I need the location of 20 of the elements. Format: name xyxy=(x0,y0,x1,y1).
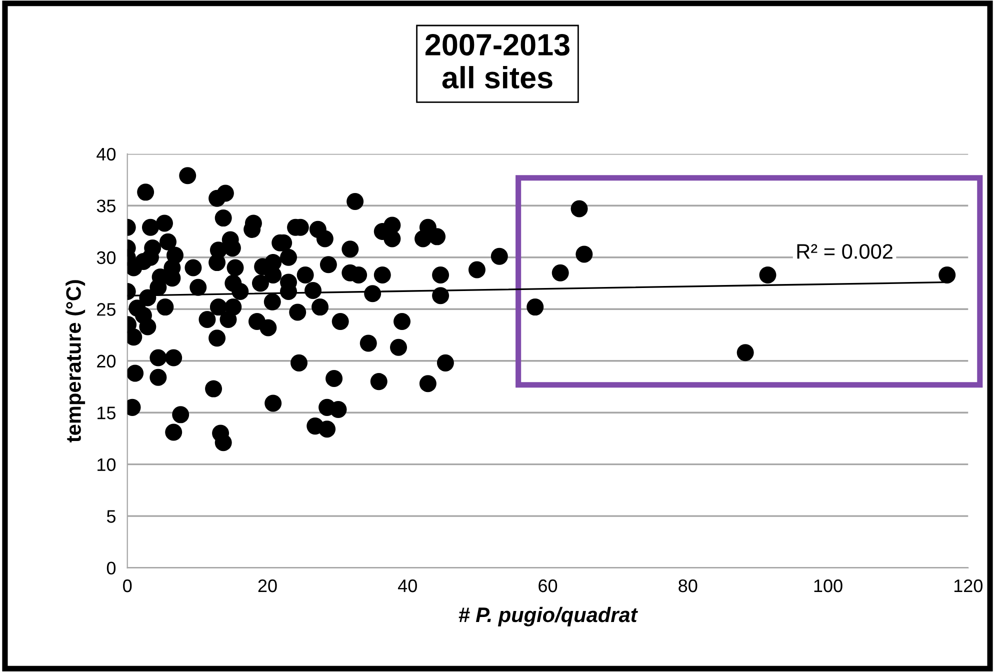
x-axis-title: # P. pugio/quadrat xyxy=(458,606,638,626)
x-tick-label: 60 xyxy=(538,579,558,592)
chart-title: 2007-2013 all sites xyxy=(426,34,570,88)
y-tick-label: 15 xyxy=(98,406,116,420)
y-tick-label: 35 xyxy=(96,200,116,212)
y-tick-label: 20 xyxy=(97,354,116,368)
x-tick-label: 0 xyxy=(123,579,132,592)
y-tick-label: 10 xyxy=(98,458,116,472)
y-tick-label: 0 xyxy=(106,562,116,575)
y-tick-label: 5 xyxy=(106,510,116,523)
y-tick-label: 25 xyxy=(97,303,116,316)
x-tick-label: 100 xyxy=(814,579,842,592)
x-tick-label: 40 xyxy=(398,579,417,592)
y-tick-label: 40 xyxy=(96,148,116,161)
y-tick-label: 30 xyxy=(96,251,116,264)
annotation: R² = 0.002 xyxy=(797,244,892,259)
x-tick-label: 20 xyxy=(258,579,277,592)
y-axis-title: temperature (°C) xyxy=(66,280,86,442)
x-tick-label: 120 xyxy=(954,579,982,592)
x-tick-label: 80 xyxy=(678,579,698,592)
